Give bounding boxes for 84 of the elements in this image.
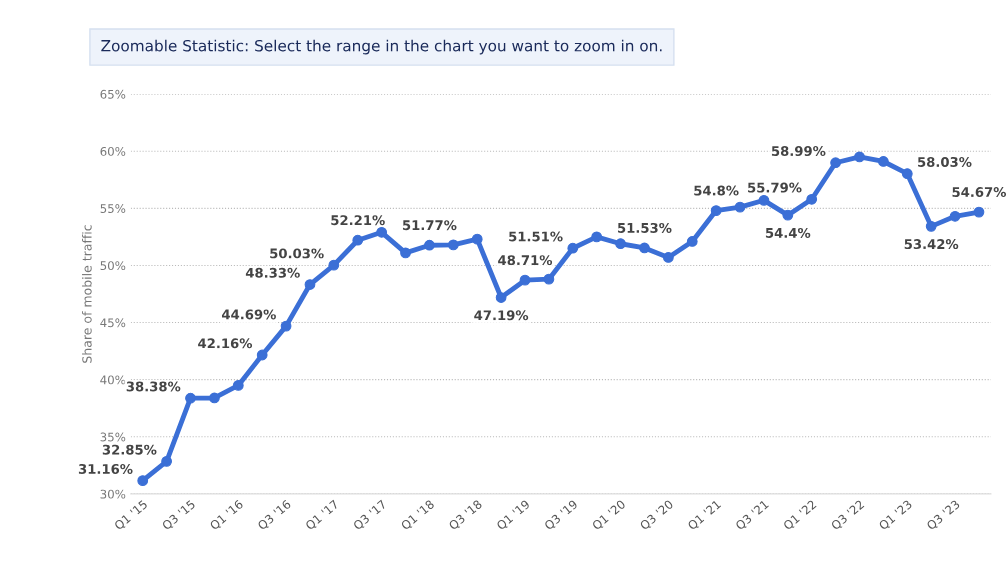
x-tick-label: Q1 '21 — [687, 499, 723, 532]
x-tick-label: Q3 '23 — [925, 499, 962, 532]
point — [973, 206, 985, 218]
data-label: 54.8% — [694, 185, 739, 196]
point — [161, 455, 172, 467]
point — [567, 242, 579, 254]
y-tick-label: 40% — [100, 375, 126, 385]
point — [639, 242, 650, 254]
point — [543, 273, 555, 285]
data-label: 32.85% — [102, 444, 157, 455]
point — [878, 156, 889, 167]
y-tick-label: 65% — [100, 89, 126, 99]
point — [471, 233, 483, 245]
x-tick-label: Q3 '21 — [734, 499, 770, 532]
data-label: 53.42% — [904, 239, 959, 250]
y-tick-label: 35% — [100, 432, 126, 442]
point — [400, 247, 411, 259]
x-tick-label: Q1 '16 — [209, 499, 245, 532]
x-tick-label: Q1 '17 — [304, 499, 340, 532]
point — [137, 475, 149, 487]
x-tick-label: Q3 '16 — [256, 499, 293, 532]
point — [519, 274, 531, 286]
y-axis-title: Share of mobile traffic — [82, 225, 92, 363]
point — [734, 201, 746, 213]
data-label: 48.71% — [498, 255, 553, 266]
y-tick-label: 60% — [100, 146, 126, 156]
point — [495, 292, 507, 303]
point — [256, 349, 268, 361]
y-tick-label: 45% — [100, 318, 126, 328]
point — [686, 236, 698, 247]
point — [304, 279, 316, 290]
data-label: 52.21% — [331, 215, 385, 226]
x-tick-label: Q1 '19 — [495, 499, 532, 532]
point — [758, 194, 770, 206]
x-tick-label: Q1 '20 — [591, 499, 627, 532]
data-label: 51.53% — [618, 222, 672, 233]
point — [352, 234, 364, 246]
x-tick-label: Q1 '15 — [113, 499, 149, 532]
y-tick-label: 55% — [100, 204, 126, 213]
point — [782, 209, 794, 221]
data-label: 50.03% — [270, 248, 324, 259]
point — [949, 210, 961, 222]
point — [185, 392, 196, 404]
data-label: 51.51% — [509, 231, 563, 242]
data-label: 48.33% — [245, 267, 300, 278]
point — [209, 392, 220, 404]
x-tick-label: Q3 '20 — [639, 499, 675, 532]
point — [591, 231, 603, 243]
x-tick-label: Q3 '15 — [161, 499, 197, 532]
point — [854, 151, 865, 163]
point — [925, 220, 937, 232]
x-tick-label: Q1 '22 — [782, 499, 818, 532]
y-tick-label: 50% — [100, 261, 126, 271]
x-tick-label: Q3 '17 — [352, 499, 388, 532]
point — [280, 320, 292, 332]
point — [615, 238, 626, 250]
data-label: 58.03% — [918, 157, 972, 167]
x-tick-label: Q3 '19 — [543, 499, 579, 532]
text: Zoomable Statistic: Select the range in the chart you want to zoom in on. — [101, 39, 662, 55]
point — [830, 157, 841, 169]
x-tick-label: Q1 '18 — [400, 499, 436, 532]
x-tick-label: Q3 '18 — [448, 499, 484, 532]
point — [447, 239, 459, 251]
data-label: 47.19% — [474, 310, 529, 321]
x-tick-label: Q3 '22 — [830, 499, 866, 532]
point — [328, 259, 340, 271]
point — [424, 239, 435, 251]
point — [710, 205, 722, 216]
point — [806, 193, 818, 205]
data-label: 55.79% — [748, 182, 802, 193]
point — [376, 226, 388, 238]
data-label: 58.99% — [771, 146, 826, 157]
point — [901, 168, 913, 180]
point — [662, 252, 674, 263]
data-label: 54.67% — [952, 187, 1006, 198]
data-label: 42.16% — [198, 338, 253, 349]
data-label: 54.4% — [765, 227, 811, 238]
data-label: 44.69% — [222, 309, 276, 320]
data-label: 51.77% — [402, 220, 457, 231]
y-tick-label: 30% — [100, 489, 126, 499]
point — [232, 380, 244, 391]
x-tick-label: Q1 '23 — [878, 499, 914, 532]
data-label: 38.38% — [126, 381, 181, 392]
data-label: 31.16% — [78, 463, 133, 474]
